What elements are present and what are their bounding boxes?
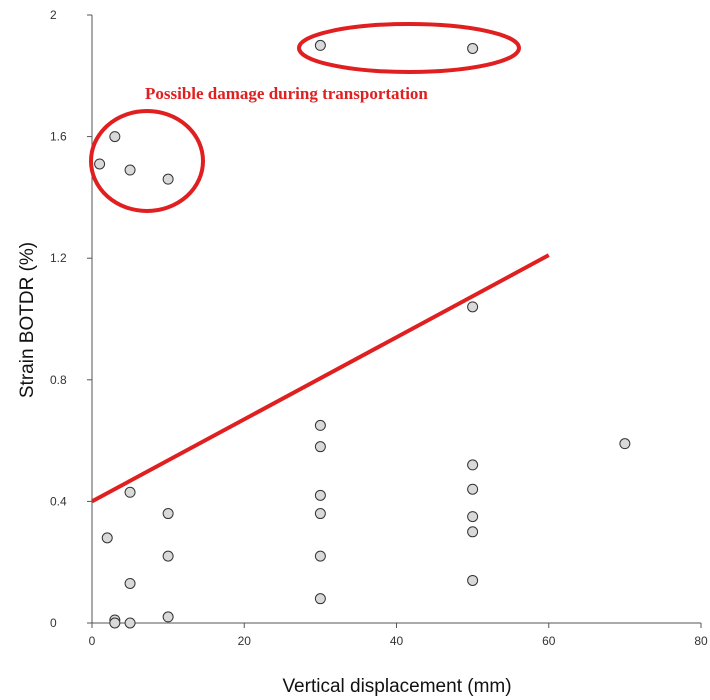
x-ticks: 0 20 40 60 80 (89, 623, 708, 648)
data-point (620, 439, 630, 449)
data-point (468, 575, 478, 585)
data-point (468, 484, 478, 494)
data-point (125, 578, 135, 588)
annotation-text: Possible damage during transportation (145, 84, 428, 103)
data-point (95, 159, 105, 169)
y-tick-label: 2 (50, 8, 57, 22)
data-point (125, 165, 135, 175)
x-axis-title: Vertical displacement (mm) (282, 676, 511, 697)
y-tick-label: 0 (50, 616, 57, 630)
data-point (163, 551, 173, 561)
data-point (125, 618, 135, 628)
y-ticks: 0 0.4 0.8 1.2 1.6 2 (50, 8, 92, 630)
data-points (95, 40, 630, 628)
data-point (315, 442, 325, 452)
highlight-ellipse-left (91, 111, 203, 211)
data-point (315, 420, 325, 430)
x-tick-label: 20 (238, 634, 252, 648)
data-point (125, 487, 135, 497)
y-axis-title: Strain BOTDR (%) (17, 242, 38, 398)
trend-line (92, 255, 549, 501)
axes (92, 15, 701, 623)
data-point (110, 618, 120, 628)
data-point (163, 612, 173, 622)
highlight-ellipse-top (299, 24, 519, 72)
data-point (315, 594, 325, 604)
x-tick-label: 40 (390, 634, 404, 648)
data-point (315, 40, 325, 50)
y-tick-label: 0.8 (50, 373, 67, 387)
data-point (468, 302, 478, 312)
data-point (468, 527, 478, 537)
highlight-ellipses (91, 24, 519, 211)
data-point (315, 490, 325, 500)
data-point (163, 509, 173, 519)
data-point (468, 460, 478, 470)
y-tick-label: 0.4 (50, 494, 67, 508)
y-tick-label: 1.6 (50, 130, 67, 144)
x-tick-label: 0 (89, 634, 96, 648)
data-point (110, 132, 120, 142)
data-point (102, 533, 112, 543)
x-tick-label: 80 (694, 634, 708, 648)
data-point (315, 551, 325, 561)
data-point (163, 174, 173, 184)
y-tick-label: 1.2 (50, 251, 67, 265)
data-point (315, 509, 325, 519)
x-tick-label: 60 (542, 634, 556, 648)
data-point (468, 43, 478, 53)
data-point (468, 512, 478, 522)
